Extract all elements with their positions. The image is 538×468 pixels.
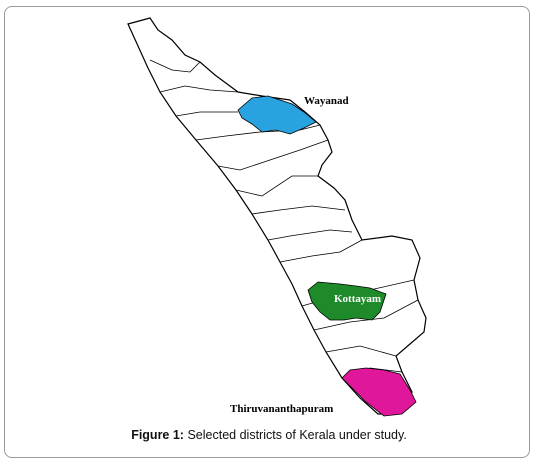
- figure-caption: Figure 1: Selected districts of Kerala u…: [0, 428, 538, 442]
- caption-label: Figure 1:: [131, 428, 184, 442]
- thiruvananthapuram-district: [341, 367, 417, 417]
- district-label: Wayanad: [304, 95, 349, 107]
- district-label: Thiruvananthapuram: [230, 403, 333, 415]
- caption-text: Selected districts of Kerala under study…: [187, 428, 407, 442]
- kerala-outline: [127, 17, 427, 415]
- figure-frame: [4, 6, 530, 458]
- district-label: Kottayam: [334, 293, 381, 305]
- wayanad-district: [237, 95, 317, 135]
- kottayam-district: [307, 281, 387, 321]
